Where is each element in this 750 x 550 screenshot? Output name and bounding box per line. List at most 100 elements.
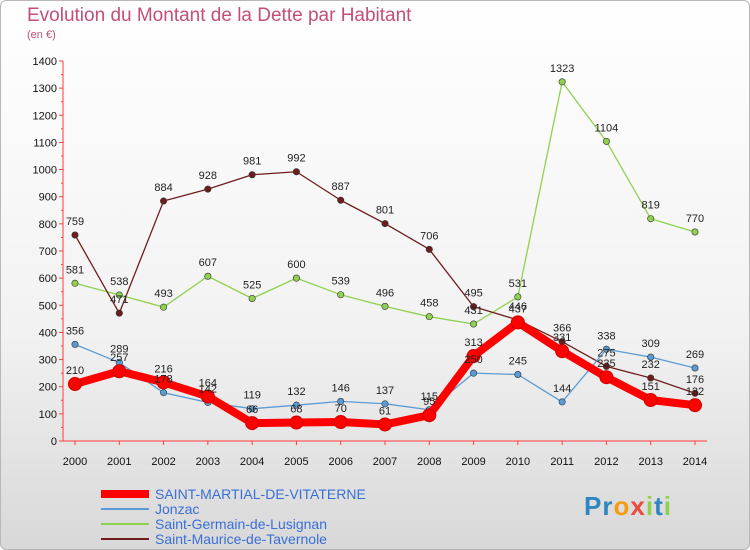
series-0 <box>68 315 702 432</box>
data-point <box>115 291 123 299</box>
x-tick-label: 2009 <box>461 456 485 468</box>
data-labels: 581 538 493 607 525 600 539 496 458 431 531 1323 110… <box>66 63 704 418</box>
data-point <box>381 400 389 408</box>
data-point <box>555 344 570 359</box>
data-point <box>112 364 127 379</box>
data-label: 539 <box>332 276 350 288</box>
data-label: 142 <box>199 383 217 395</box>
x-tick-label: 2012 <box>594 456 618 468</box>
y-tick-label: 300 <box>39 355 57 367</box>
data-point <box>470 369 478 377</box>
data-label: 146 <box>332 382 350 394</box>
data-point <box>378 417 392 432</box>
y-tick-label: 1000 <box>33 165 57 177</box>
data-point <box>160 389 168 397</box>
data-point <box>333 415 348 429</box>
data-label: 1104 <box>595 122 619 134</box>
data-label: 981 <box>243 156 261 168</box>
x-tick-label: 2013 <box>638 456 662 468</box>
data-label: 257 <box>110 352 128 364</box>
x-tick-label: 2002 <box>151 456 175 468</box>
data-label: 250 <box>464 354 482 366</box>
data-label: 132 <box>686 386 704 398</box>
data-point <box>602 137 610 145</box>
y-tick-label: 200 <box>39 382 57 394</box>
data-label: 801 <box>376 205 394 217</box>
data-label: 446 <box>509 301 527 313</box>
data-point <box>248 171 256 179</box>
data-point <box>71 231 79 239</box>
data-point <box>514 370 522 378</box>
data-point <box>514 293 522 301</box>
data-point <box>470 320 478 328</box>
data-point <box>248 405 256 413</box>
y-tick-label: 1300 <box>33 83 57 95</box>
y-tick-label: 1100 <box>33 137 57 149</box>
x-tick-label: 2008 <box>417 456 441 468</box>
data-label: 313 <box>464 337 482 349</box>
data-label: 493 <box>154 288 172 300</box>
legend-entry: Saint-Maurice-de-Tavernole <box>155 531 327 547</box>
data-point <box>691 364 699 372</box>
data-label: 819 <box>642 200 660 212</box>
data-point <box>160 303 168 311</box>
data-label: 66 <box>246 404 258 416</box>
y-tick-label: 700 <box>39 246 57 258</box>
data-point <box>470 303 478 311</box>
x-tick-label: 2001 <box>107 456 131 468</box>
data-point <box>292 168 300 176</box>
data-point <box>381 220 389 228</box>
y-tick-label: 400 <box>39 327 57 339</box>
data-point <box>337 196 345 204</box>
y-tick-label: 1400 <box>33 56 57 68</box>
series-3 <box>71 168 699 397</box>
data-label: 164 <box>199 377 217 389</box>
data-label: 581 <box>66 264 84 276</box>
data-label: 1323 <box>550 63 574 75</box>
data-label: 607 <box>199 257 217 269</box>
data-label: 437 <box>509 303 527 315</box>
logo-letter: r <box>602 491 614 521</box>
data-point <box>602 345 610 353</box>
data-point <box>160 197 168 205</box>
data-label: 992 <box>287 153 305 165</box>
data-point <box>691 228 699 236</box>
chart-title: Evolution du Montant de la Dette par Hab… <box>27 5 412 26</box>
y-tick-label: 800 <box>39 219 57 231</box>
data-label: 887 <box>332 181 350 193</box>
data-point <box>337 397 345 405</box>
x-tick-label: 2007 <box>373 456 397 468</box>
y-tick-label: 1200 <box>33 110 57 122</box>
data-point <box>204 185 212 193</box>
data-point <box>292 401 300 409</box>
data-label: 331 <box>553 332 571 344</box>
data-label: 119 <box>243 390 261 402</box>
data-point <box>602 362 610 370</box>
axes: 0 100 200 300 400 500 600 700 800 900 1000 1100 1200… <box>33 56 708 468</box>
x-tick-label: 2003 <box>196 456 220 468</box>
data-point <box>156 375 171 390</box>
data-point <box>337 291 345 299</box>
legend-entry: Jonzac <box>155 501 199 517</box>
data-label: 531 <box>509 278 527 290</box>
proxiti-logo: Proxiti <box>584 491 672 522</box>
logo-letter: x <box>630 491 646 521</box>
data-label: 235 <box>597 358 615 370</box>
data-point <box>71 340 79 348</box>
data-label: 68 <box>290 404 302 416</box>
data-point <box>425 313 433 321</box>
data-point <box>558 398 566 406</box>
y-tick-label: 100 <box>39 409 57 421</box>
data-label: 210 <box>66 365 84 377</box>
data-point <box>115 309 123 317</box>
data-label: 338 <box>597 330 615 342</box>
data-label: 144 <box>553 383 571 395</box>
x-tick-label: 2000 <box>63 456 87 468</box>
data-label: 178 <box>154 374 172 386</box>
data-label: 356 <box>66 325 84 337</box>
data-point <box>200 389 215 404</box>
data-point <box>691 389 699 397</box>
data-point <box>510 315 525 330</box>
